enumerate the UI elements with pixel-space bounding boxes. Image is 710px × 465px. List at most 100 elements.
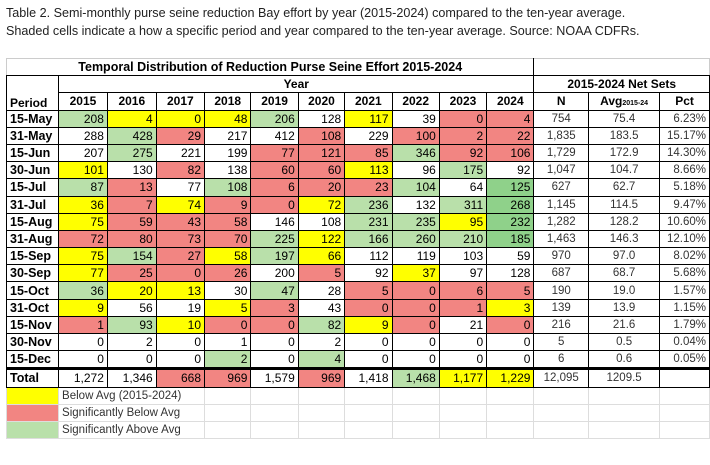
effort-cell: 275 [106,143,157,163]
year-column-header: 2022 [391,92,440,111]
effort-cell: 260 [391,229,440,249]
effort-cell: 0 [344,332,393,352]
empty-cell [297,386,346,405]
n-cell: 139 [533,298,590,317]
effort-cell: 1,468 [391,368,440,388]
pct-cell: 1.79% [659,315,710,335]
empty-cell [438,420,488,439]
avg-header: Avg2015-24 [588,92,661,111]
table-row: 30-Sep 77 25 0 26 200 5 92 37 97 128 687 68.7 5.68% [5,264,710,283]
effort-cell: 23 [344,178,393,197]
avg-cell: 1209.5 [588,368,661,388]
effort-cell: 21 [438,315,488,335]
effort-cell: 30 [204,281,252,300]
avg-header-label: Avg [600,94,623,109]
effort-cell: 0 [438,109,488,128]
n-cell: 627 [533,178,590,197]
effort-cell: 5 [204,298,252,317]
n-cell: 5 [533,332,590,352]
effort-cell: 6 [250,178,299,197]
n-cell: 12,095 [533,368,590,388]
pct-cell: 6.23% [659,109,710,128]
effort-cell: 43 [155,212,206,231]
effort-cell: 0 [391,332,440,352]
total-row: Total 1,272 1,346 668 969 1,579 969 1,418 1,468 1… [5,368,710,388]
effort-cell: 225 [250,229,299,249]
effort-cell: 5 [344,281,393,300]
effort-cell: 48 [204,109,252,128]
effort-cell: 128 [297,109,346,128]
effort-cell: 85 [344,143,393,163]
table-row: 15-Oct 36 20 13 30 47 28 5 0 6 5 190 19.0 1.57% [5,281,710,300]
avg-cell: 13.9 [588,298,661,317]
effort-cell: 72 [297,195,346,214]
pct-cell: 0.04% [659,332,710,352]
effort-cell: 236 [344,195,393,214]
pct-cell: 12.10% [659,229,710,249]
period-cell: 31-Oct [5,298,60,317]
empty-cell [344,420,393,439]
effort-cell: 0 [344,350,393,370]
effort-cell: 0 [58,350,108,370]
effort-cell: 25 [106,264,157,283]
avg-cell: 114.5 [588,195,661,214]
effort-cell: 58 [204,212,252,231]
n-header-label: N [556,94,566,109]
effort-cell: 77 [155,178,206,197]
effort-cell: 229 [344,126,393,145]
effort-cell: 0 [438,332,488,352]
effort-cell: 77 [250,143,299,163]
effort-cell: 232 [486,212,535,231]
effort-cell: 0 [391,315,440,335]
legend-label: Significantly Above Avg [58,420,206,439]
effort-cell: 0 [250,195,299,214]
effort-cell: 346 [391,143,440,163]
empty-cell [486,403,535,422]
effort-cell: 0 [58,332,108,352]
table-title: Temporal Distribution of Reduction Purse… [5,57,535,77]
empty-cell [344,403,393,422]
period-header: Period [5,75,60,111]
empty-cell [486,386,535,405]
effort-cell: 128 [486,264,535,283]
effort-cell: 1,177 [438,368,488,388]
table-row: 31-Jul 36 7 74 9 0 72 236 132 311 268 1,145 114.5 9.4… [5,195,710,214]
effort-cell: 0 [155,332,206,352]
effort-cell: 10 [155,315,206,335]
effort-cell: 0 [486,332,535,352]
empty-cell [297,403,346,422]
effort-cell: 70 [204,229,252,249]
n-cell: 970 [533,247,590,266]
table-row: 15-Aug 75 59 43 58 146 108 231 235 95 232 1,282 128.… [5,212,710,231]
effort-cell: 210 [438,229,488,249]
effort-cell: 130 [106,161,157,180]
period-cell: 31-Jul [5,195,60,214]
effort-cell: 0 [391,350,440,370]
period-cell: 31-May [5,126,60,145]
effort-cell: 5 [297,264,346,283]
effort-cell: 235 [391,212,440,231]
effort-cell: 27 [155,247,206,266]
effort-cell: 82 [297,315,346,335]
year-column-header: 2024 [486,92,535,111]
effort-cell: 29 [155,126,206,145]
legend-swatch [5,420,60,439]
pct-cell: 5.68% [659,264,710,283]
n-cell: 216 [533,315,590,335]
n-cell: 190 [533,281,590,300]
n-cell: 6 [533,350,590,370]
effort-cell: 2 [106,332,157,352]
effort-cell: 1,579 [250,368,299,388]
effort-cell: 231 [344,212,393,231]
effort-cell: 1,272 [58,368,108,388]
pct-cell: 0.05% [659,350,710,370]
empty-cell [250,403,299,422]
effort-cell: 60 [250,161,299,180]
effort-cell: 1,418 [344,368,393,388]
effort-cell: 108 [297,126,346,145]
effort-cell: 58 [204,247,252,266]
avg-cell: 172.9 [588,143,661,163]
table-row: 15-Dec 0 0 0 2 0 4 0 0 0 0 6 0.6 0.05% [5,350,710,370]
effort-cell: 217 [204,126,252,145]
n-cell: 1,835 [533,126,590,145]
